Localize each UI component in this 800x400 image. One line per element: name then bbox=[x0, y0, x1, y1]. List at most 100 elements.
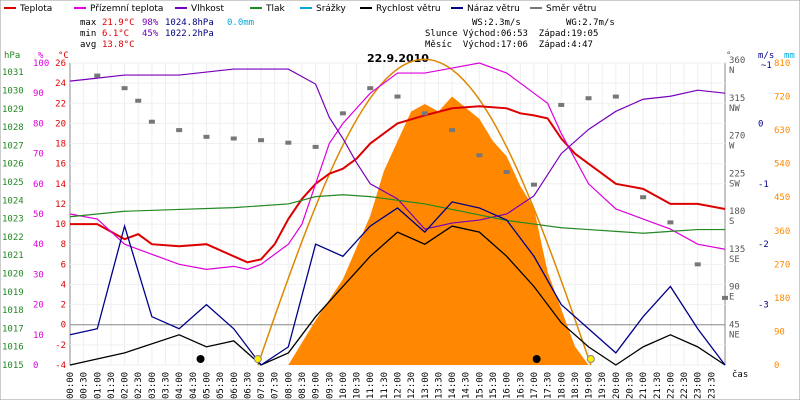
time-tick-label: 20:30 bbox=[625, 372, 635, 399]
axis-c-unit: °C bbox=[58, 51, 69, 61]
wind-direction-point bbox=[258, 138, 265, 143]
time-tick-label: 13:00 bbox=[421, 372, 431, 399]
time-tick-label: 15:00 bbox=[475, 372, 485, 399]
pct-tick-label: 50 bbox=[33, 210, 44, 220]
wind-direction-point bbox=[203, 134, 210, 139]
legend-rychlost: Rychlost větru bbox=[376, 4, 441, 14]
wind-direction-point bbox=[722, 295, 728, 300]
wind-direction-point bbox=[230, 136, 237, 141]
c-tick-label: -2 bbox=[55, 341, 66, 351]
wind-direction-point bbox=[421, 111, 428, 116]
series-line bbox=[69, 201, 726, 366]
dir-tick-name: NE bbox=[729, 330, 740, 340]
time-tick-label: 04:00 bbox=[175, 372, 185, 399]
wind-direction-point bbox=[339, 111, 346, 116]
axis-deg-unit: ° bbox=[726, 51, 731, 61]
dir-tick-name: E bbox=[729, 293, 734, 303]
chart-date: 22.9.2010 bbox=[367, 52, 429, 65]
pct-tick-label: 80 bbox=[33, 119, 44, 129]
ms-tick-label: 0 bbox=[758, 119, 763, 129]
time-tick-label: 00:30 bbox=[80, 372, 90, 399]
series-line bbox=[69, 194, 725, 234]
mm-tick-label: 360 bbox=[774, 227, 790, 237]
wind-direction-point bbox=[148, 119, 155, 124]
hpa-tick-label: 1030 bbox=[2, 86, 24, 96]
c-tick-label: 22 bbox=[55, 99, 66, 109]
time-tick-label: 23:00 bbox=[694, 372, 704, 399]
wind-direction-point bbox=[503, 170, 510, 175]
time-tick-label: 06:00 bbox=[230, 372, 240, 399]
dir-tick-deg: 225 bbox=[729, 169, 745, 179]
stat-moon: Měsíc Východ:17:06 Západ:4:47 bbox=[425, 40, 593, 50]
dir-tick-deg: 90 bbox=[729, 283, 740, 293]
ms-tick-label: -1 bbox=[758, 180, 769, 190]
dir-tick-name: S bbox=[729, 217, 734, 227]
series-lines bbox=[69, 62, 728, 366]
c-tick-label: 8 bbox=[61, 240, 66, 250]
hpa-tick-label: 1022 bbox=[2, 233, 24, 243]
c-tick-label: 20 bbox=[55, 119, 66, 129]
axis-ms-top: ~1 bbox=[761, 61, 772, 71]
legend-teplota: Teplota bbox=[19, 4, 52, 14]
sunrise-marker bbox=[253, 355, 262, 363]
solar-radiation bbox=[257, 58, 592, 366]
hpa-tick-label: 1016 bbox=[2, 343, 24, 353]
legend: Teplota Přízemní teplota Vlhkost Tlak Sr… bbox=[4, 4, 596, 14]
time-tick-label: 04:30 bbox=[189, 372, 199, 399]
stat-ws: WS:2.3m/s bbox=[472, 18, 521, 28]
pct-tick-label: 0 bbox=[33, 361, 38, 371]
hpa-tick-label: 1020 bbox=[2, 269, 24, 279]
time-tick-label: 21:00 bbox=[639, 372, 649, 399]
stat-min-label: min bbox=[80, 29, 96, 39]
time-tick-label: 11:30 bbox=[380, 372, 390, 399]
time-tick-label: 14:30 bbox=[462, 372, 472, 399]
time-tick-label: 15:30 bbox=[489, 372, 499, 399]
wind-direction-point bbox=[312, 144, 319, 149]
time-tick-label: 02:30 bbox=[134, 372, 144, 399]
pct-tick-label: 20 bbox=[33, 301, 44, 311]
time-tick-label: 16:00 bbox=[503, 372, 513, 399]
solar-radiation-area bbox=[288, 96, 589, 366]
dir-tick-deg: 135 bbox=[729, 245, 745, 255]
wind-direction-point bbox=[176, 128, 183, 133]
wind-direction-point bbox=[367, 86, 374, 91]
time-tick-label: 19:30 bbox=[598, 372, 608, 399]
time-tick-label: 17:30 bbox=[544, 372, 554, 399]
wind-direction-point bbox=[94, 73, 101, 78]
c-tick-label: 24 bbox=[55, 79, 66, 89]
stat-min-hum: 45% bbox=[142, 29, 159, 39]
stat-max-temp: 21.9°C bbox=[102, 18, 135, 28]
series-line bbox=[69, 62, 726, 270]
wind-direction-point bbox=[694, 262, 701, 267]
legend-srazky: Srážky bbox=[316, 4, 347, 14]
c-tick-label: 18 bbox=[55, 140, 66, 150]
dir-tick-name: SW bbox=[729, 179, 740, 189]
mm-tick-label: 180 bbox=[774, 294, 790, 304]
mm-tick-label: 450 bbox=[774, 193, 790, 203]
hpa-tick-label: 1021 bbox=[2, 251, 24, 261]
legend-prizemni-teplota: Přízemní teplota bbox=[90, 4, 163, 14]
time-tick-label: 06:30 bbox=[243, 372, 253, 399]
hpa-tick-label: 1018 bbox=[2, 306, 24, 316]
mm-tick-label: 0 bbox=[774, 361, 779, 371]
time-tick-label: 01:00 bbox=[93, 372, 103, 399]
stat-max-hum: 98% bbox=[142, 18, 159, 28]
dir-tick-name: NW bbox=[729, 104, 740, 114]
legend-smer: Směr větru bbox=[546, 4, 596, 14]
time-tick-label: 18:00 bbox=[557, 372, 567, 399]
stat-max-press: 1024.8hPa bbox=[165, 18, 214, 28]
solar-theoretical-curve bbox=[257, 58, 592, 366]
pct-tick-label: 40 bbox=[33, 240, 44, 250]
wind-direction-point bbox=[530, 182, 537, 187]
time-tick-label: 12:00 bbox=[394, 372, 404, 399]
c-tick-label: 10 bbox=[55, 220, 66, 230]
time-tick-label: 11:00 bbox=[366, 372, 376, 399]
c-tick-label: 0 bbox=[61, 321, 66, 331]
legend-naraz: Náraz větru bbox=[467, 4, 520, 14]
c-tick-label: 16 bbox=[55, 160, 66, 170]
axis-hpa-unit: hPa bbox=[4, 51, 20, 61]
time-tick-label: 09:00 bbox=[312, 372, 322, 399]
pct-tick-label: 90 bbox=[33, 89, 44, 99]
axis-pct-unit: % bbox=[38, 51, 44, 61]
